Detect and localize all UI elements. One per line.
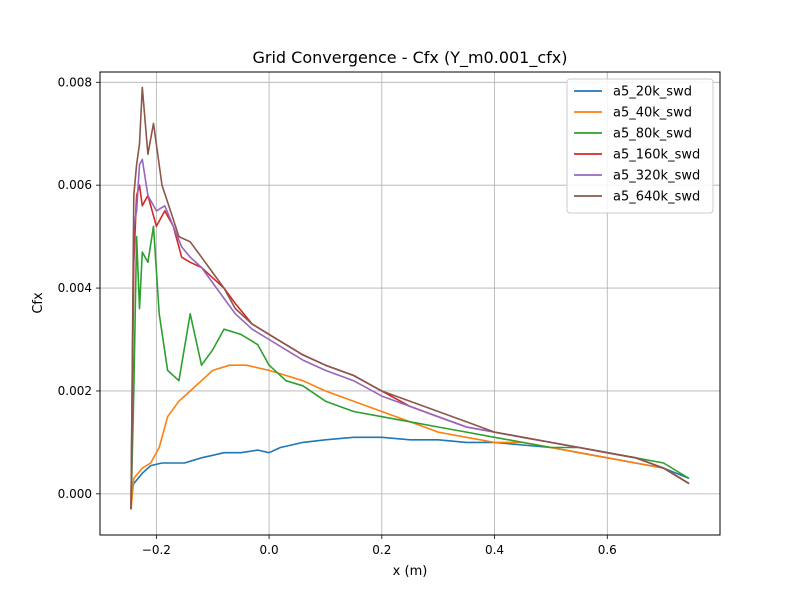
y-tick-label: 0.002 xyxy=(58,384,92,398)
y-tick-label: 0.006 xyxy=(58,178,92,192)
x-axis-ticks: −0.2 0.0 0.2 0.4 0.6 xyxy=(142,535,617,557)
x-axis-label: x (m) xyxy=(393,564,428,579)
legend: a5_20k_swd a5_40k_swd a5_80k_swd a5_160k_sw… xyxy=(566,78,714,214)
x-tick-label: 0.0 xyxy=(260,543,279,557)
x-tick-label: 0.2 xyxy=(372,543,391,557)
legend-label: a5_20k_swd xyxy=(613,85,692,100)
legend-entries: a5_20k_swd a5_40k_swd a5_80k_swd a5_160k_sw… xyxy=(574,85,700,205)
y-tick-label: 0.004 xyxy=(58,281,92,295)
legend-label: a5_160k_swd xyxy=(613,148,700,163)
legend-label: a5_40k_swd xyxy=(613,106,692,121)
legend-label: a5_320k_swd xyxy=(613,169,700,184)
series-line-a5_640k_swd xyxy=(130,86,690,510)
series-lines xyxy=(130,86,690,510)
x-tick-label: 0.6 xyxy=(598,543,617,557)
y-tick-label: 0.000 xyxy=(58,487,92,501)
chart-title: Grid Convergence - Cfx (Y_m0.001_cfx) xyxy=(252,48,567,68)
series-line-a5_80k_swd xyxy=(130,225,690,510)
y-axis-label: Cfx xyxy=(31,292,46,314)
y-axis-ticks: 0.000 0.002 0.004 0.006 0.008 xyxy=(58,75,100,501)
legend-box xyxy=(566,78,714,214)
axes-frame xyxy=(99,71,721,536)
x-tick-label: 0.4 xyxy=(485,543,504,557)
legend-label: a5_640k_swd xyxy=(613,190,700,205)
legend-label: a5_80k_swd xyxy=(613,127,692,142)
y-tick-label: 0.008 xyxy=(58,75,92,89)
series-line-a5_40k_swd xyxy=(130,364,690,510)
x-tick-label: −0.2 xyxy=(142,543,171,557)
